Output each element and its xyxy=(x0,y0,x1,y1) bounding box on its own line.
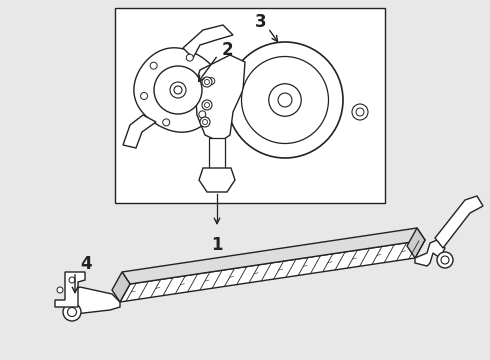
Circle shape xyxy=(200,117,210,127)
Circle shape xyxy=(269,84,301,116)
Circle shape xyxy=(199,111,206,118)
Circle shape xyxy=(278,93,292,107)
Polygon shape xyxy=(123,115,156,148)
Polygon shape xyxy=(183,25,233,58)
Circle shape xyxy=(356,108,364,116)
Circle shape xyxy=(68,307,76,316)
Text: 3: 3 xyxy=(255,13,267,31)
Bar xyxy=(209,138,225,173)
Polygon shape xyxy=(112,272,130,302)
Circle shape xyxy=(204,80,210,85)
Polygon shape xyxy=(134,48,222,132)
Text: 1: 1 xyxy=(211,236,223,254)
Circle shape xyxy=(57,287,63,293)
Polygon shape xyxy=(195,55,245,142)
Circle shape xyxy=(208,78,215,85)
Polygon shape xyxy=(407,228,425,258)
Circle shape xyxy=(204,103,210,108)
Circle shape xyxy=(202,100,212,110)
Circle shape xyxy=(63,303,81,321)
Circle shape xyxy=(352,104,368,120)
Circle shape xyxy=(154,66,202,114)
Polygon shape xyxy=(68,287,120,314)
Bar xyxy=(115,8,385,203)
Polygon shape xyxy=(435,196,483,248)
Circle shape xyxy=(186,54,193,61)
Circle shape xyxy=(202,77,212,87)
Polygon shape xyxy=(120,240,425,302)
Circle shape xyxy=(227,42,343,158)
Circle shape xyxy=(242,57,328,144)
Circle shape xyxy=(170,82,186,98)
Circle shape xyxy=(202,120,207,125)
Polygon shape xyxy=(122,228,425,284)
Polygon shape xyxy=(415,240,445,266)
Circle shape xyxy=(441,256,449,264)
Polygon shape xyxy=(199,168,235,192)
Circle shape xyxy=(174,86,182,94)
Text: 2: 2 xyxy=(222,41,234,59)
Circle shape xyxy=(437,252,453,268)
Polygon shape xyxy=(55,272,85,307)
Circle shape xyxy=(163,119,170,126)
Circle shape xyxy=(141,93,147,99)
Circle shape xyxy=(150,62,157,69)
Circle shape xyxy=(69,277,75,283)
Text: 4: 4 xyxy=(80,255,92,273)
